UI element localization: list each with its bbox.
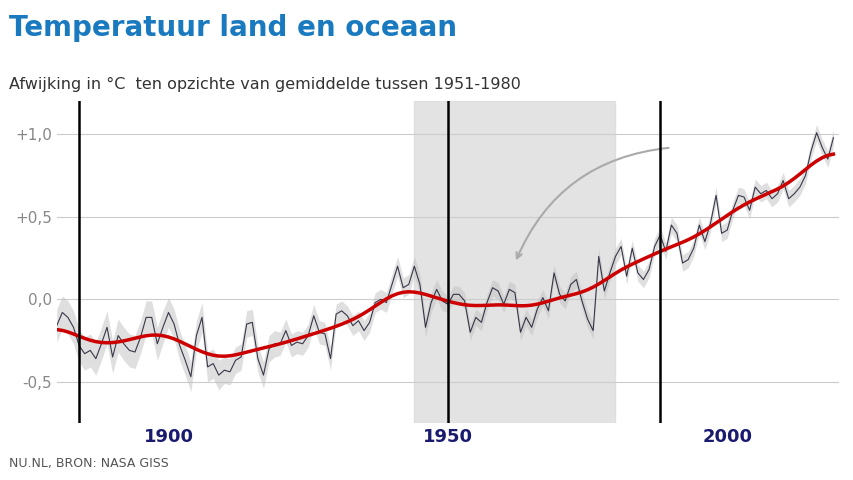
Bar: [414, 101, 615, 423]
Text: Afwijking in °C  ten opzichte van gemiddelde tussen 1951-1980: Afwijking in °C ten opzichte van gemidde…: [9, 77, 519, 92]
Text: NU.NL, BRON: NASA GISS: NU.NL, BRON: NASA GISS: [9, 457, 168, 470]
Text: Temperatuur land en oceaan: Temperatuur land en oceaan: [9, 14, 456, 42]
